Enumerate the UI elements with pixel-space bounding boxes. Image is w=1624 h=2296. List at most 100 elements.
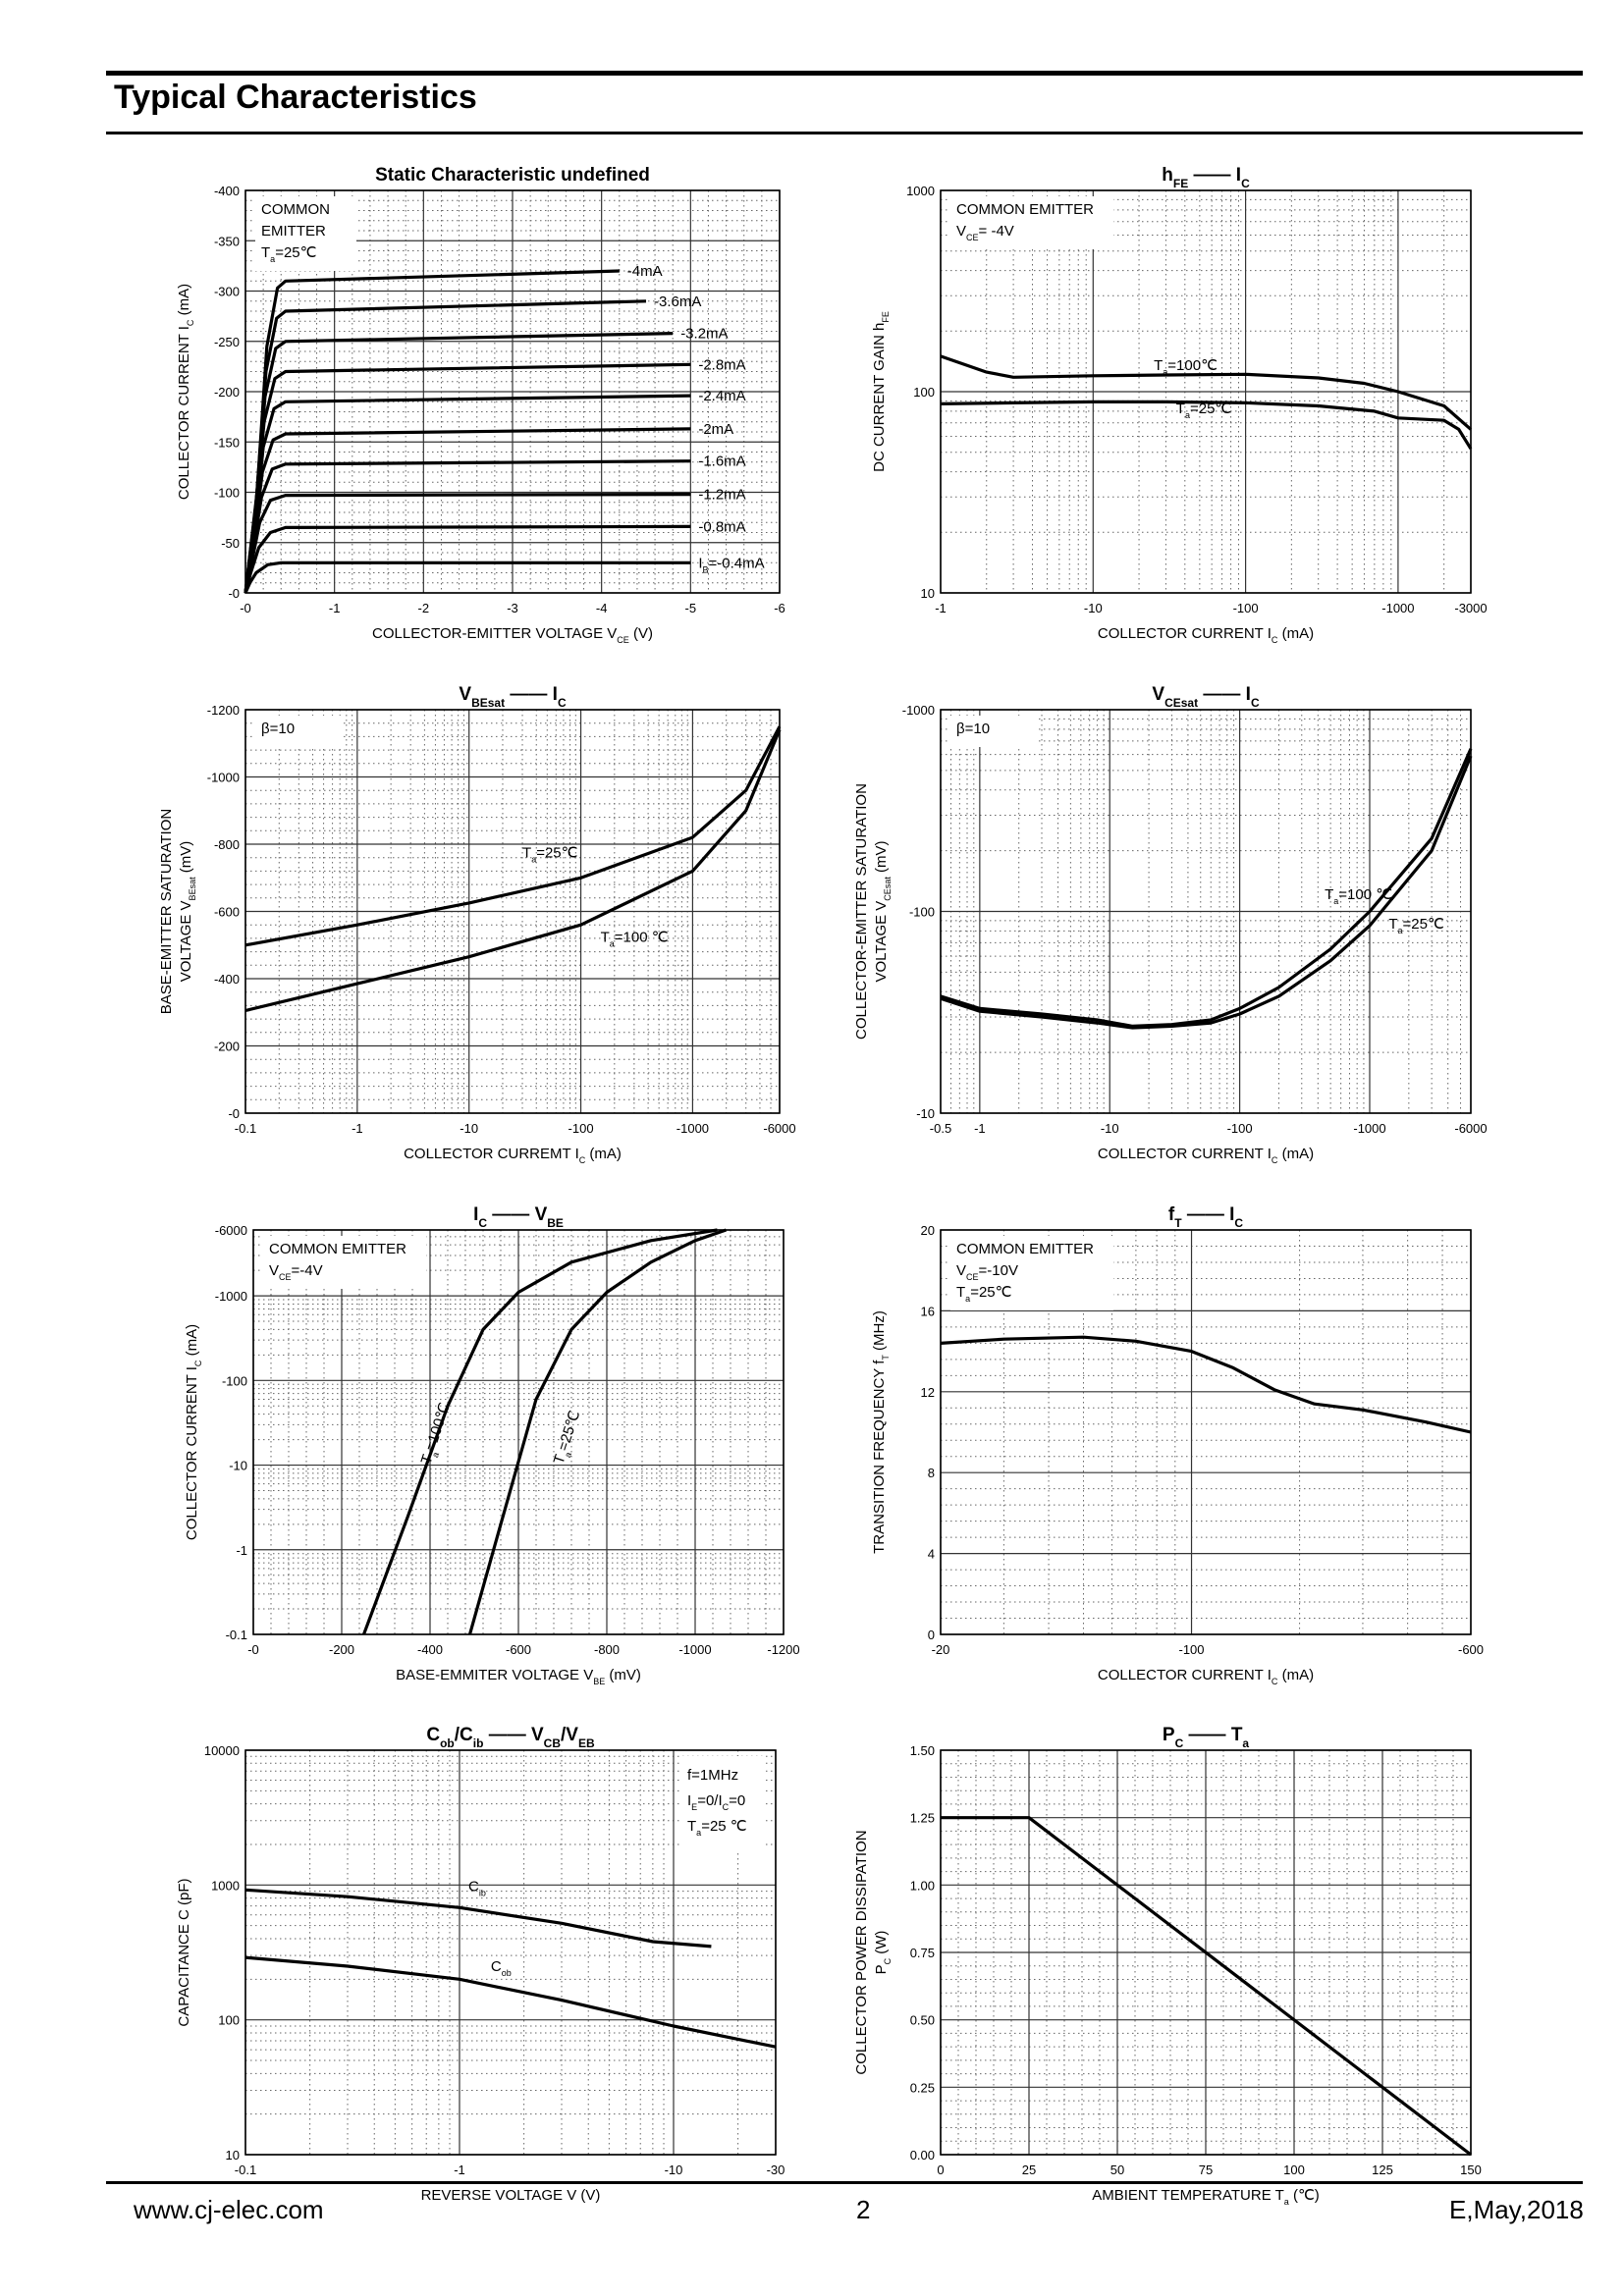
- chart-2: -1 -10 -100 -1000 -3000 10 100 1000 hFE —— IC COL…: [871, 165, 1488, 645]
- x-axis-label: COLLECTOR-EMITTER VOLTAGE VCE (V): [372, 625, 653, 645]
- y-tick-label: -800: [214, 837, 240, 852]
- y-tick-label: 10: [226, 2148, 240, 2163]
- x-axis-label: COLLECTOR CURRENT IC (mA): [1098, 625, 1314, 645]
- series-label: -1.6mA: [698, 454, 745, 470]
- y-tick-label: 10000: [204, 1743, 240, 1758]
- y-tick-label: 1.25: [910, 1811, 935, 1826]
- x-tick-label: -1: [935, 601, 947, 615]
- y-axis-label: COLLECTOR CURRENT IC (mA): [184, 1324, 203, 1540]
- x-tick-label: 25: [1022, 2163, 1036, 2177]
- plot-frame: [940, 189, 1472, 594]
- series-line: [244, 1955, 777, 2049]
- y-axis-label-2: PC (W): [873, 1931, 893, 1975]
- x-tick-label: -3000: [1454, 601, 1487, 615]
- series-line: [244, 725, 782, 947]
- chart-title: PC —— Ta: [1163, 1725, 1250, 1750]
- y-tick-label: -100: [214, 486, 240, 501]
- y-tick-label: -100: [222, 1373, 247, 1388]
- plot-frame: [940, 1749, 1472, 2156]
- y-tick-label: 1000: [906, 184, 935, 198]
- chart-3: -0.1 -1 -10 -100 -1000 -6000 -0 -200 -400 -600 -80…: [158, 684, 796, 1165]
- chart-1: -0 -1 -2 -3 -4 -5 -6 -0 -50 -100 -150 -200 -250 -300 -…: [176, 165, 785, 645]
- y-tick-label: -250: [214, 335, 240, 349]
- svg-text:COMMON EMITTER: COMMON EMITTER: [956, 1241, 1094, 1257]
- y-tick-label: -600: [214, 905, 240, 920]
- y-tick-label: 100: [913, 385, 935, 400]
- series-label: Ta=100 ℃: [1325, 886, 1392, 906]
- heading-rule: [106, 132, 1583, 134]
- x-tick-label: -1000: [677, 1121, 709, 1136]
- x-tick-label: -4: [596, 601, 608, 615]
- series-label: Ta=25℃: [551, 1409, 586, 1468]
- chart-title: IC —— VBE: [473, 1204, 564, 1230]
- series-label: Cib: [468, 1879, 486, 1898]
- x-tick-label: -1: [454, 2163, 465, 2177]
- footer-rule: [106, 2181, 1583, 2184]
- svg-text:COMMON EMITTER: COMMON EMITTER: [956, 201, 1094, 218]
- series-line: [244, 561, 691, 594]
- y-tick-label: -0: [228, 586, 240, 601]
- y-axis-label-2: VOLTAGE VCEsat (mV): [873, 841, 893, 983]
- x-tick-label: -0.1: [235, 2163, 256, 2177]
- svg-text:COMMON EMITTER: COMMON EMITTER: [269, 1241, 406, 1257]
- x-tick-label: -6000: [763, 1121, 795, 1136]
- series-line: [467, 1228, 728, 1635]
- x-tick-label: -600: [506, 1642, 531, 1657]
- y-tick-label: 20: [921, 1223, 935, 1238]
- svg-text:EMITTER: EMITTER: [261, 223, 326, 240]
- x-tick-label: -3: [507, 601, 518, 615]
- svg-text:f=1MHz: f=1MHz: [687, 1767, 738, 1784]
- svg-text:Ta=25 ℃: Ta=25 ℃: [687, 1818, 747, 1838]
- series-label: -0.8mA: [698, 518, 745, 535]
- chart-8: 0 25 50 75 100 125 150 0.00 0.25 0.50 0.75 1.00 1.25…: [853, 1725, 1482, 2207]
- x-tick-label: -1000: [1381, 601, 1414, 615]
- x-axis-label: COLLECTOR CURRENT IC (mA): [1098, 1667, 1314, 1686]
- x-tick-label: -100: [568, 1121, 594, 1136]
- y-tick-label: 0.25: [910, 2080, 935, 2095]
- series-line: [940, 400, 1473, 451]
- y-tick-label: 1.00: [910, 1878, 935, 1893]
- x-tick-label: -10: [665, 2163, 683, 2177]
- series-label: Ta=25℃: [1176, 400, 1231, 420]
- y-tick-label: 0.50: [910, 2013, 935, 2028]
- y-tick-label: -50: [221, 536, 240, 551]
- series-line: [244, 493, 691, 594]
- series-label: -3.6mA: [654, 294, 701, 310]
- y-tick-label: -150: [214, 435, 240, 450]
- x-tick-label: -0: [247, 1642, 259, 1657]
- series-label: Ta=100 ℃: [601, 929, 669, 948]
- chart-annotation: COMMON EMITTER VCE= -4V: [950, 196, 1113, 249]
- series-label: Ta=100℃: [418, 1401, 457, 1468]
- x-tick-label: -0.5: [930, 1121, 951, 1136]
- series-label: IB=-0.4mA: [698, 555, 764, 574]
- x-tick-label: -0.1: [235, 1121, 256, 1136]
- y-tick-label: 12: [921, 1385, 935, 1400]
- svg-text:VCE=-10V: VCE=-10V: [956, 1262, 1018, 1282]
- y-tick-label: 100: [218, 2013, 240, 2028]
- x-tick-label: -1: [974, 1121, 986, 1136]
- x-tick-label: 125: [1372, 2163, 1393, 2177]
- x-axis-label: COLLECTOR CURREMT IC (mA): [404, 1146, 622, 1165]
- footer-url[interactable]: www.cj-elec.com: [134, 2195, 324, 2224]
- footer-date: E,May,2018: [1449, 2195, 1584, 2224]
- y-axis-label: COLLECTOR POWER DISSIPATION: [853, 1830, 870, 2074]
- x-axis-label: REVERSE VOLTAGE V (V): [421, 2187, 601, 2204]
- chart-annotation: β=10: [255, 716, 344, 747]
- x-tick-label: 50: [1110, 2163, 1124, 2177]
- series-label: Cob: [491, 1958, 512, 1978]
- plot-frame: [244, 189, 781, 594]
- svg-text:Ta=25℃: Ta=25℃: [956, 1284, 1011, 1304]
- series-label: Ta=25℃: [1388, 916, 1443, 935]
- series-line: [244, 728, 782, 1013]
- series-line: [941, 1816, 1472, 2157]
- x-tick-label: -200: [329, 1642, 354, 1657]
- chart-title: Static Characteristic undefined: [375, 165, 650, 186]
- chart-7: -0.1 -1 -10 -30 10 100 1000 10000 Cob/Cib —— VCB…: [176, 1725, 785, 2204]
- y-tick-label: -200: [214, 385, 240, 400]
- y-tick-label: -10: [916, 1106, 935, 1121]
- x-tick-label: -6: [774, 601, 785, 615]
- x-tick-label: 100: [1283, 2163, 1305, 2177]
- x-tick-label: -0: [240, 601, 251, 615]
- x-axis-label: AMBIENT TEMPERATURE Ta (℃): [1092, 2187, 1320, 2207]
